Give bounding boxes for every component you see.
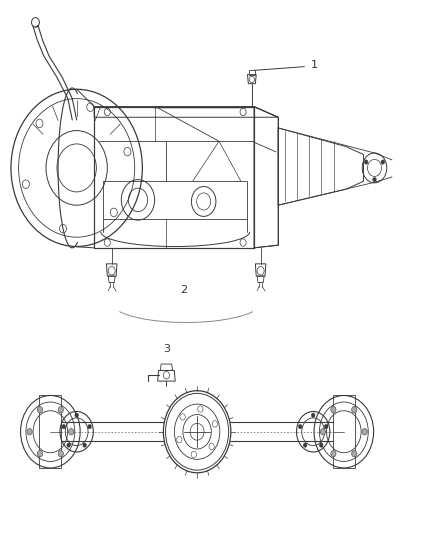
Circle shape — [58, 407, 64, 413]
Circle shape — [69, 429, 74, 435]
Circle shape — [373, 177, 376, 182]
Text: 3: 3 — [163, 344, 170, 354]
Circle shape — [88, 424, 91, 429]
Circle shape — [364, 160, 368, 164]
Text: 1: 1 — [311, 60, 318, 70]
Circle shape — [37, 450, 42, 457]
Circle shape — [362, 429, 367, 435]
Circle shape — [83, 443, 86, 447]
Circle shape — [75, 413, 78, 417]
Circle shape — [27, 429, 32, 435]
Circle shape — [62, 424, 66, 429]
Text: 2: 2 — [180, 286, 187, 295]
Circle shape — [381, 160, 385, 164]
Circle shape — [352, 407, 357, 413]
Circle shape — [304, 443, 307, 447]
Circle shape — [299, 424, 302, 429]
Circle shape — [58, 450, 64, 457]
Circle shape — [320, 429, 325, 435]
Circle shape — [331, 450, 336, 457]
Circle shape — [67, 443, 71, 447]
Circle shape — [352, 450, 357, 457]
Circle shape — [331, 407, 336, 413]
Circle shape — [37, 407, 42, 413]
Circle shape — [311, 413, 315, 417]
Circle shape — [319, 443, 323, 447]
Circle shape — [324, 424, 328, 429]
